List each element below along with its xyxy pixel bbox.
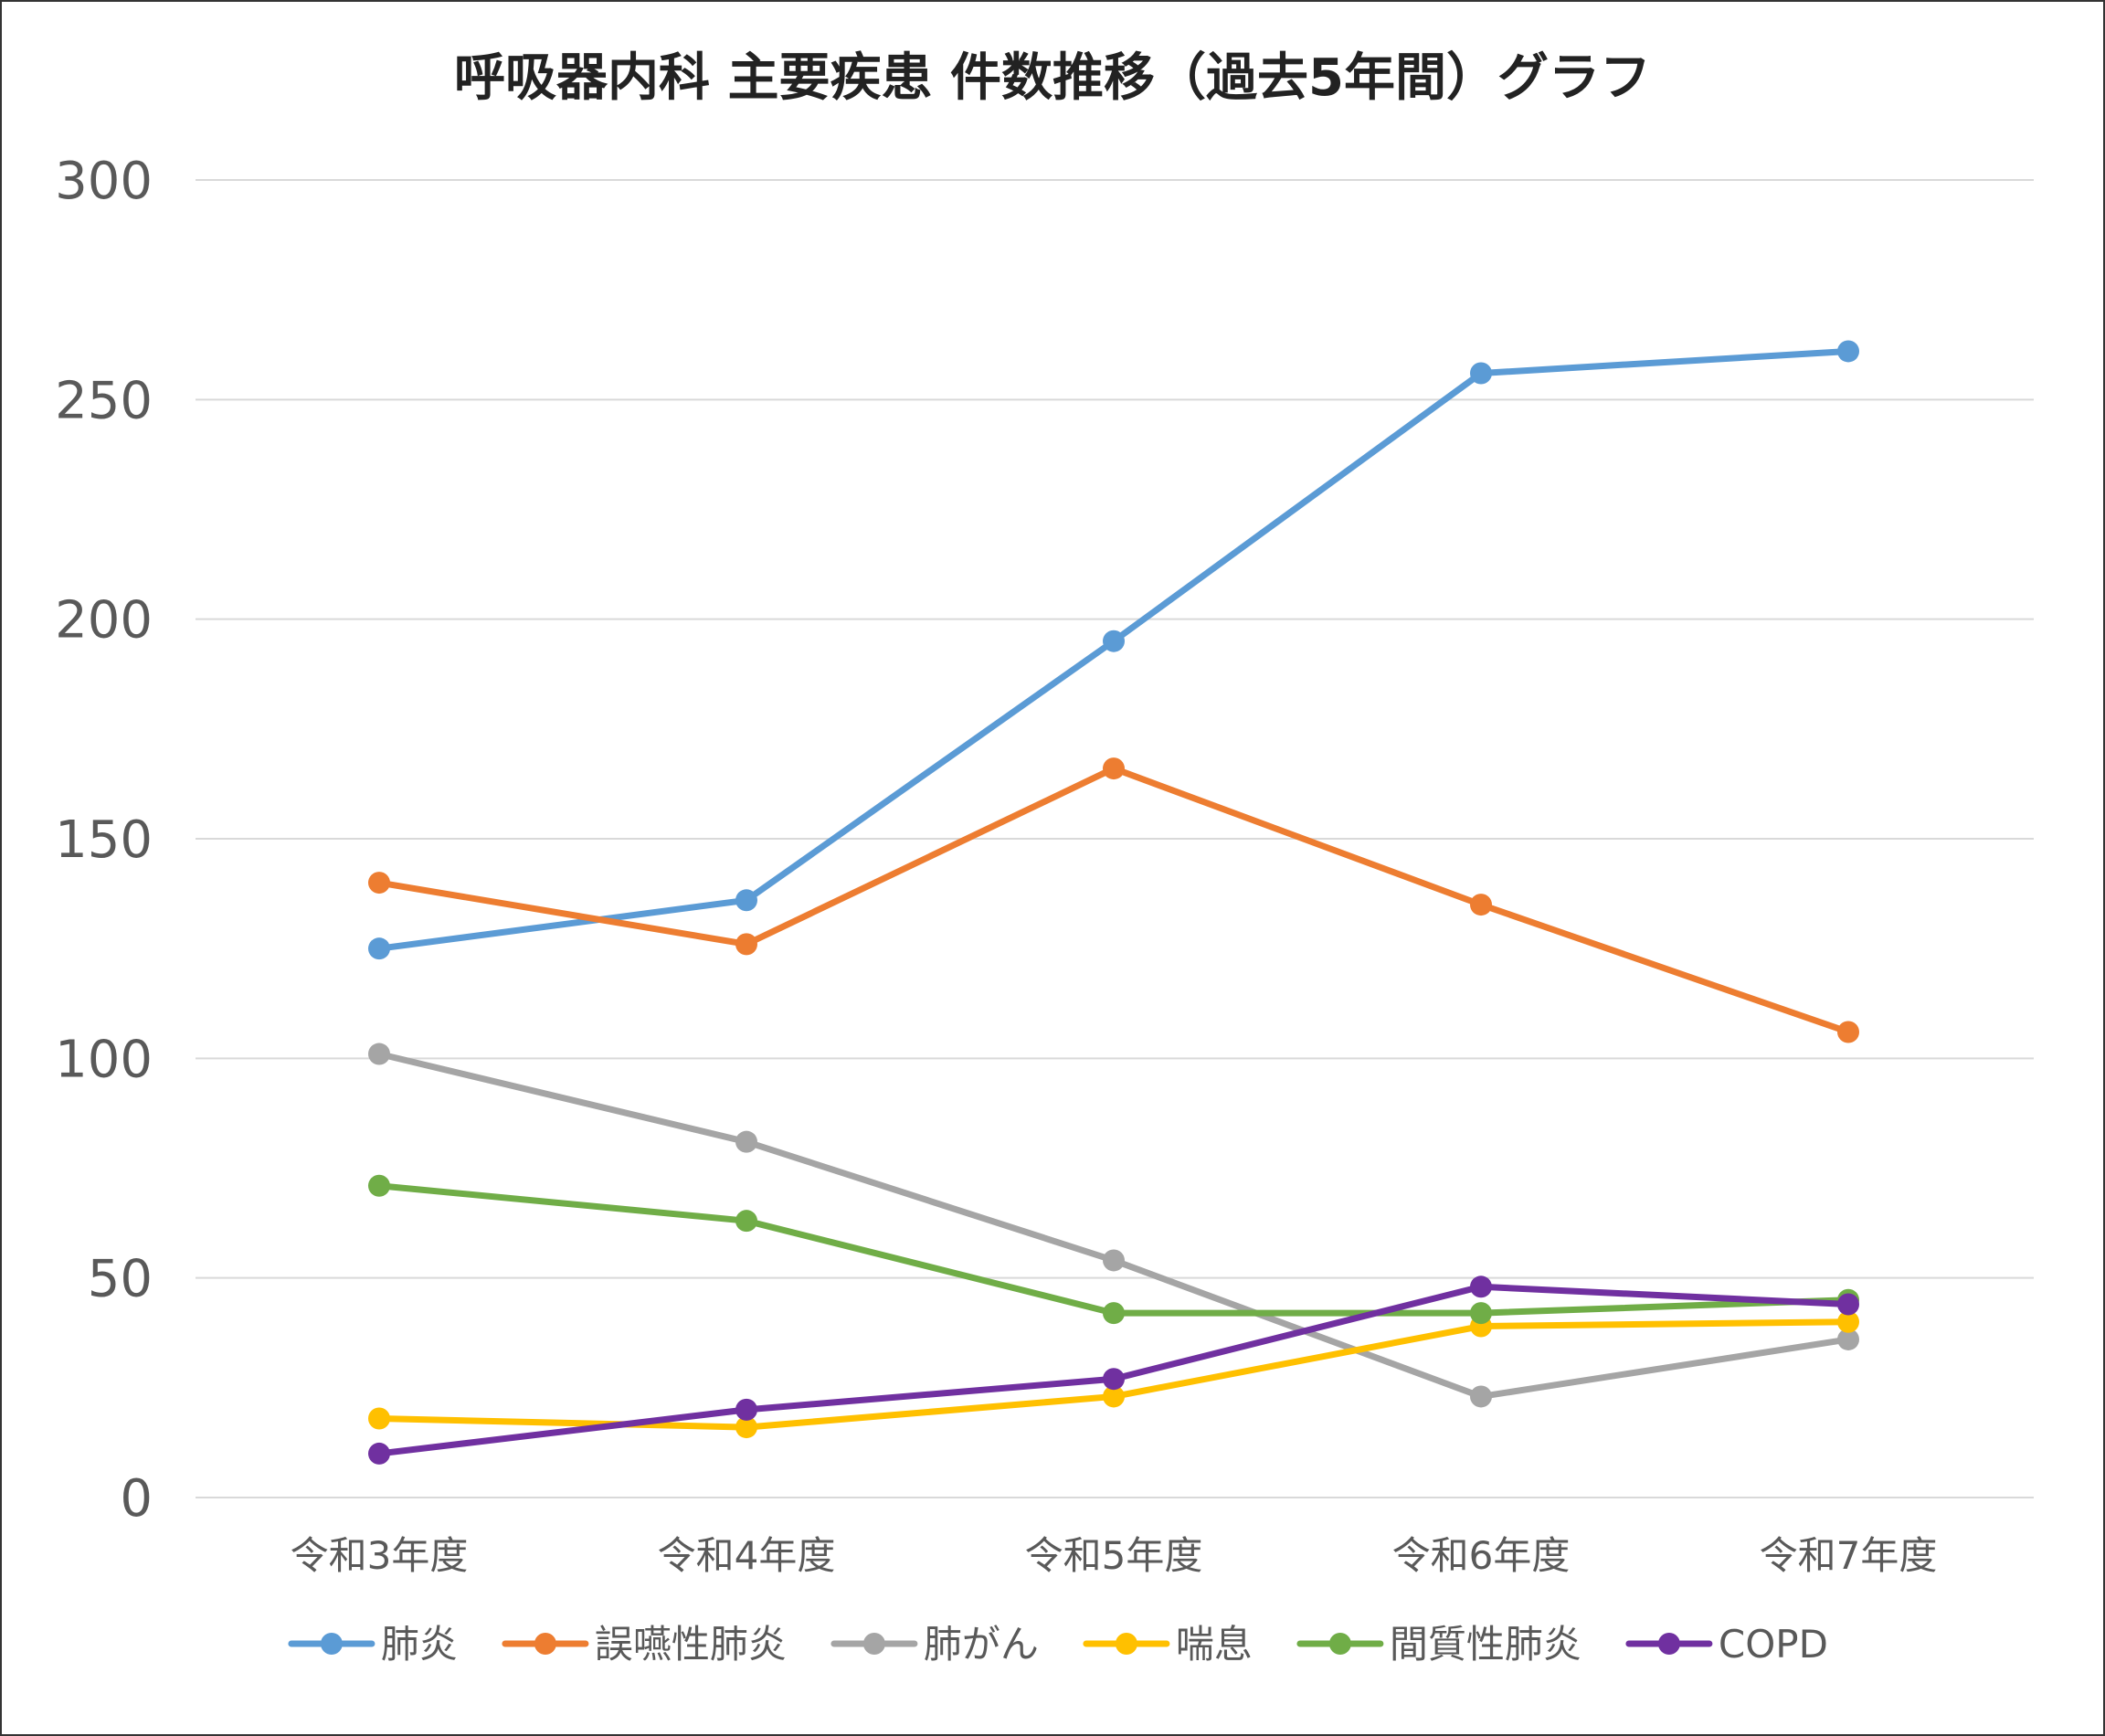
y-axis-ticks: 0 50 100 150 200 250 300: [55, 152, 153, 1529]
y-tick-label: 150: [55, 810, 153, 870]
legend-item: 肺がん: [830, 1622, 1039, 1667]
y-tick-label: 0: [120, 1469, 153, 1529]
series-0: [368, 340, 1859, 960]
legend: 肺炎 誤嚥性肺炎 肺がん 喘息 間質性肺炎 COPD: [288, 1622, 1828, 1667]
data-point: [1837, 1293, 1859, 1316]
legend-label: 肺炎: [381, 1622, 458, 1667]
legend-item: COPD: [1625, 1622, 1828, 1667]
series-layer: [368, 340, 1859, 1465]
data-point: [1103, 630, 1125, 652]
data-point: [1470, 894, 1492, 916]
data-point: [1470, 1276, 1492, 1298]
data-point: [368, 1174, 390, 1197]
series-line: [376, 765, 1852, 1035]
data-point: [1837, 1328, 1859, 1350]
data-point: [735, 1416, 757, 1439]
legend-label: 間質性肺炎: [1390, 1622, 1581, 1667]
legend-marker: [1657, 1633, 1680, 1655]
series-4: [368, 1174, 1859, 1325]
series-line: [376, 1051, 1852, 1400]
legend-item: 間質性肺炎: [1296, 1622, 1581, 1667]
x-tick-label: 令和7年度: [1760, 1533, 1938, 1578]
data-point: [1103, 1368, 1125, 1391]
series-5: [368, 1276, 1859, 1465]
y-tick-label: 50: [88, 1250, 153, 1309]
data-point: [368, 1407, 390, 1430]
data-point: [1103, 1249, 1125, 1272]
x-tick-label: 令和6年度: [1392, 1533, 1571, 1578]
data-point: [735, 1210, 757, 1233]
legend-label: 肺がん: [924, 1622, 1039, 1667]
legend-label: COPD: [1719, 1622, 1828, 1667]
legend-item: 肺炎: [288, 1622, 458, 1667]
data-point: [1837, 1310, 1859, 1333]
gridlines: [196, 179, 2034, 1498]
legend-marker: [1115, 1633, 1137, 1655]
data-point: [735, 889, 757, 912]
legend-marker: [534, 1633, 556, 1655]
data-point: [1470, 1385, 1492, 1408]
y-tick-label: 250: [55, 371, 153, 430]
legend-marker: [1328, 1633, 1351, 1655]
data-point: [735, 1398, 757, 1421]
x-tick-label: 令和4年度: [658, 1533, 836, 1578]
data-point: [1103, 1302, 1125, 1325]
x-tick-label: 令和5年度: [1025, 1533, 1203, 1578]
data-point: [1837, 340, 1859, 363]
legend-label: 喘息: [1176, 1622, 1253, 1667]
data-point: [368, 1043, 390, 1065]
data-point: [1837, 1021, 1859, 1043]
data-point: [368, 872, 390, 894]
y-tick-label: 100: [55, 1030, 153, 1089]
data-point: [735, 933, 757, 956]
chart-title: 呼吸器内科 主要疾患 件数推移（過去5年間）グラフ: [454, 48, 1651, 108]
data-point: [368, 937, 390, 960]
legend-item: 誤嚥性肺炎: [502, 1622, 787, 1667]
data-point: [368, 1442, 390, 1465]
series-2: [368, 1043, 1859, 1408]
legend-marker: [862, 1633, 885, 1655]
y-tick-label: 200: [55, 591, 153, 651]
x-tick-label: 令和3年度: [291, 1533, 469, 1578]
data-point: [1470, 1302, 1492, 1325]
data-point: [1103, 757, 1125, 780]
series-1: [368, 757, 1859, 1043]
legend-item: 喘息: [1083, 1622, 1253, 1667]
legend-marker: [320, 1633, 343, 1655]
y-tick-label: 300: [55, 152, 153, 211]
data-point: [1103, 1385, 1125, 1408]
data-point: [735, 1130, 757, 1153]
x-axis-ticks: 令和3年度 令和4年度 令和5年度 令和6年度 令和7年度: [291, 1533, 1938, 1578]
legend-label: 誤嚥性肺炎: [595, 1622, 787, 1667]
data-point: [1470, 362, 1492, 385]
